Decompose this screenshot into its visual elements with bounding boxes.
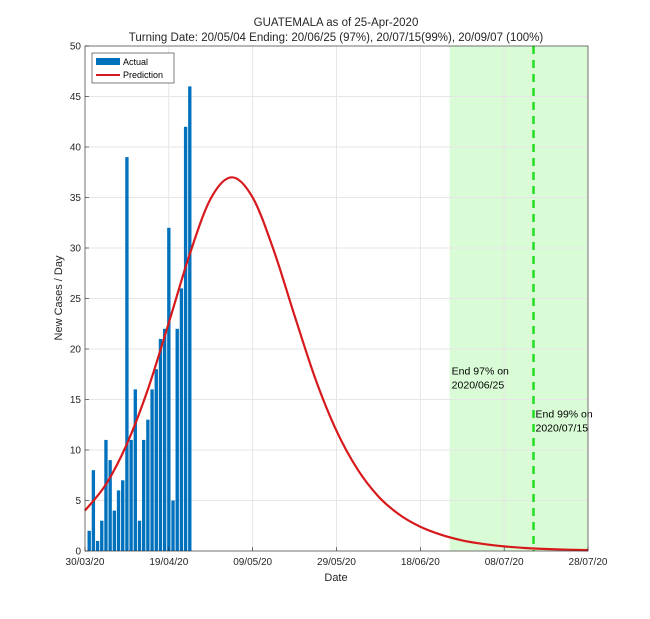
annotation-text: End 97% on: [452, 365, 509, 377]
actual-bar: [142, 439, 146, 551]
actual-bar: [188, 86, 192, 552]
legend-swatch-actual: [96, 58, 120, 65]
actual-bar: [179, 288, 184, 551]
actual-bar: [171, 500, 175, 551]
actual-bar: [154, 369, 158, 551]
actual-bar: [133, 389, 137, 551]
actual-bar: [137, 520, 142, 551]
y-tick-label: 35: [70, 193, 82, 204]
annotation-text: End 99% on: [536, 409, 593, 421]
actual-bar: [91, 470, 96, 551]
actual-bar: [116, 490, 121, 551]
x-tick-label: 19/04/20: [149, 557, 188, 568]
actual-bar: [162, 328, 167, 551]
x-tick-label: 08/07/20: [485, 557, 524, 568]
actual-bar: [95, 540, 100, 551]
actual-bar: [175, 328, 179, 551]
prediction-line: [84, 176, 589, 552]
y-tick-label: 20: [70, 345, 82, 356]
y-tick-label: 15: [70, 395, 82, 406]
actual-bar: [87, 530, 91, 551]
y-tick-label: 50: [70, 42, 82, 53]
actual-bar: [129, 439, 133, 551]
x-tick-label: 29/05/20: [317, 557, 356, 568]
y-tick-label: 40: [70, 143, 82, 154]
legend-label-prediction: Prediction: [123, 70, 163, 80]
y-tick-label: 45: [70, 92, 82, 103]
y-tick-label: 0: [75, 547, 81, 558]
x-tick-label: 28/07/20: [569, 557, 608, 568]
plot-area: End 97% on 2020/06/25 End 99% on 2020/07/15…: [66, 42, 608, 569]
actual-bar: [125, 157, 129, 551]
y-tick-label: 10: [70, 446, 82, 457]
actual-bar: [158, 338, 163, 551]
actual-bar: [146, 419, 150, 551]
annotation-text: 2020/07/15: [536, 423, 589, 435]
y-axis-label: New Cases / Day: [53, 255, 65, 340]
x-axis-label: Date: [324, 572, 347, 584]
y-tick-label: 25: [70, 294, 82, 305]
x-tick-label: 30/03/20: [66, 557, 105, 568]
annotation-text: 2020/06/25: [452, 379, 505, 391]
y-tick-label: 5: [75, 496, 81, 507]
actual-bar: [100, 520, 104, 551]
actual-bar: [183, 126, 188, 552]
actual-bar: [104, 439, 108, 551]
actual-bar: [112, 510, 117, 551]
x-tick-label: 18/06/20: [401, 557, 440, 568]
y-tick-label: 30: [70, 244, 82, 255]
x-tick-label: 09/05/20: [233, 557, 272, 568]
chart-subtitle: Turning Date: 20/05/04 Ending: 20/06/25 …: [129, 32, 544, 44]
actual-bar: [167, 227, 171, 552]
chart-title: GUATEMALA as of 25-Apr-2020: [254, 17, 419, 29]
actual-bar: [108, 460, 112, 551]
legend-label-actual: Actual: [123, 57, 148, 67]
actual-bar: [150, 389, 154, 551]
actual-bar: [121, 480, 125, 551]
